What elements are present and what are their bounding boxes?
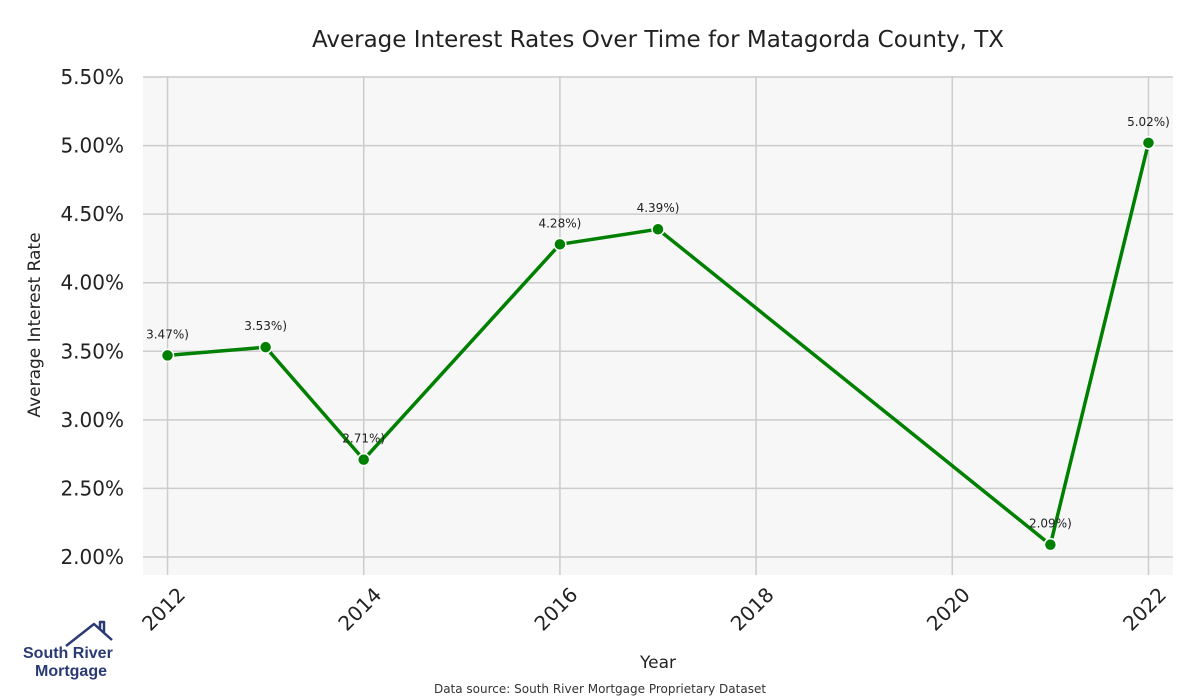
y-tick-label: 5.00% [60,134,124,158]
data-point [651,222,665,236]
y-tick-label: 2.50% [60,476,124,500]
logo-text-line1: South River [23,645,113,662]
y-tick-labels: 2.00% 2.50% 3.00% 3.50% 4.00% 4.50% 5.00% 5.50% [60,65,124,569]
y-tick-label: 2.00% [60,545,124,569]
data-point [356,452,371,467]
x-gridlines [166,76,1150,575]
x-tick-label: 2016 [529,583,582,636]
y-tick-label: 4.00% [60,271,124,295]
x-axis-label: Year [639,653,676,673]
y-gridlines [143,76,1173,558]
y-tick-label: 3.50% [60,339,124,363]
logo-text-line2: Mortgage [35,663,107,680]
data-label: 3.53%) [244,319,287,333]
y-tick-label: 3.00% [60,408,124,432]
data-label: 4.39%) [637,201,680,215]
x-tick-label: 2014 [333,583,386,636]
x-tick-labels: 2012 2014 2016 2018 2020 2022 [137,583,1171,636]
data-point [160,348,175,363]
data-label: 5.02%) [1127,115,1170,129]
y-axis-label: Average Interest Rate [25,232,45,417]
data-point [1141,136,1156,150]
data-label: 2.71%) [342,432,385,446]
x-tick-label: 2020 [922,583,975,636]
data-label: 2.09%) [1029,517,1072,531]
y-tick-label: 5.50% [60,65,124,89]
data-point [553,237,567,252]
data-label: 3.47%) [146,327,189,341]
x-tick-label: 2022 [1118,583,1171,636]
x-tick-label: 2018 [726,583,779,636]
data-label: 4.28%) [538,216,581,230]
company-logo: South River Mortgage [23,620,113,680]
source-note: Data source: South River Mortgage Propri… [434,682,766,696]
data-point [258,340,273,354]
data-point [1043,537,1058,552]
plot-area [143,76,1173,575]
y-tick-label: 4.50% [60,202,124,226]
series-group [160,136,1156,552]
data-labels: 3.47%) 3.53%) 2.71%) 4.28%) 4.39%) 2.09%) 5.02… [146,115,1170,531]
chart-title: Average Interest Rates Over Time for Mat… [312,27,1004,53]
x-tick-label: 2012 [137,583,190,636]
house-roof-icon [65,620,113,647]
